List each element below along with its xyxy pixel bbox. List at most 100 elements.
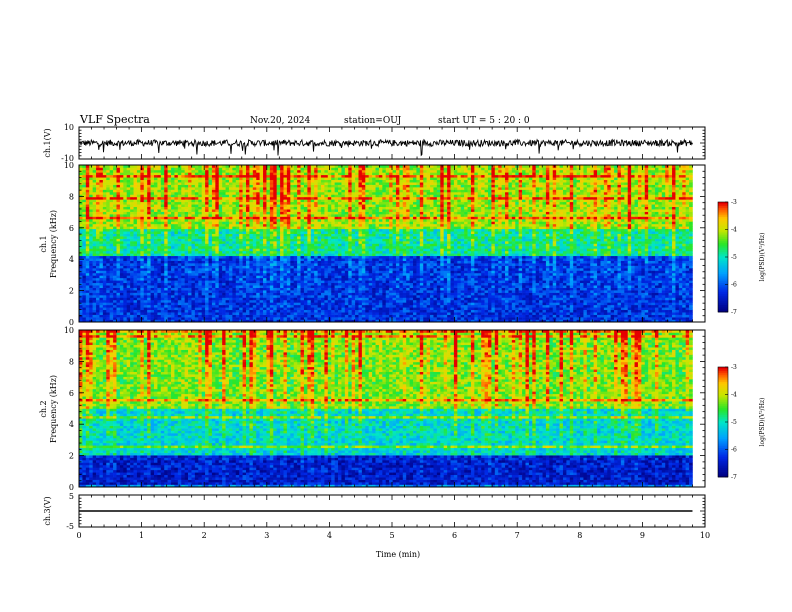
heat-cell — [419, 282, 424, 286]
heat-cell — [314, 268, 318, 271]
heat-cell — [508, 285, 513, 288]
heat-cell — [661, 299, 666, 303]
heat-cell — [474, 282, 479, 286]
heat-cell — [324, 317, 329, 320]
heat-cell — [283, 272, 288, 276]
heat-cell — [672, 268, 676, 271]
heat-cell — [552, 272, 557, 276]
heat-cell — [355, 280, 359, 284]
heat-cell — [525, 309, 530, 313]
heat-cell — [150, 277, 155, 281]
heat-cell — [487, 277, 492, 281]
heat-cell — [580, 299, 584, 303]
heat-cell — [477, 304, 482, 308]
heat-cell — [590, 304, 594, 308]
heat-cell — [133, 292, 138, 296]
heat-cell — [273, 263, 277, 266]
heat-cell — [136, 317, 141, 320]
heat-cell — [355, 277, 359, 281]
heat-cell — [276, 297, 281, 301]
heat-cell — [239, 258, 243, 261]
heat-cell — [102, 268, 107, 271]
heat-cell — [341, 295, 346, 298]
heat-cell — [620, 258, 625, 261]
heat-cell — [334, 277, 339, 281]
heat-cell — [228, 299, 233, 303]
heat-cell — [392, 295, 397, 298]
heat-cell — [167, 307, 172, 311]
heat-cell — [457, 317, 462, 320]
heat-cell — [222, 275, 226, 279]
heat-cell — [658, 258, 663, 261]
heat-cell — [249, 290, 254, 293]
heat-cell — [545, 268, 550, 271]
heat-cell — [413, 272, 417, 276]
heat-cell — [164, 312, 168, 315]
heat-cell — [406, 272, 410, 276]
heat-cell — [654, 280, 659, 284]
heat-cell — [365, 272, 369, 276]
heat-cell — [338, 280, 342, 284]
heat-cell — [430, 275, 434, 279]
heat-cell — [378, 287, 383, 291]
heat-cell — [600, 290, 605, 293]
heat-cell — [286, 255, 291, 259]
heat-cell — [559, 258, 564, 261]
heat-cell — [157, 255, 162, 259]
heat-cell — [569, 302, 574, 306]
heat-cell — [201, 290, 206, 293]
heat-cell — [447, 280, 451, 284]
heat-cell — [515, 295, 519, 298]
heat-cell — [450, 280, 455, 284]
heat-cell — [269, 287, 274, 291]
heat-cell — [283, 258, 288, 261]
heat-cell — [334, 299, 339, 303]
heat-cell — [494, 275, 499, 279]
heat-cell — [637, 270, 642, 274]
heat-cell — [361, 280, 366, 284]
heat-cell — [419, 260, 424, 264]
heat-cell — [239, 270, 243, 274]
heat-cell — [661, 319, 666, 323]
heat-cell — [235, 290, 240, 293]
heat-cell — [470, 268, 475, 271]
heat-cell — [280, 304, 284, 308]
heat-cell — [368, 319, 373, 323]
heat-cell — [573, 304, 577, 308]
heat-cell — [191, 319, 196, 323]
heat-cell — [658, 287, 663, 291]
heat-cell — [259, 302, 264, 306]
heat-cell — [399, 265, 404, 269]
heat-cell — [263, 287, 267, 291]
heat-cell — [338, 309, 342, 313]
heat-cell — [361, 287, 366, 291]
heat-cell — [205, 275, 209, 279]
heat-cell — [620, 277, 625, 281]
heat-cell — [627, 258, 632, 261]
heat-cell — [576, 317, 581, 320]
heat-cell — [102, 270, 107, 274]
heat-cell — [320, 282, 325, 286]
heat-cell — [413, 309, 417, 313]
heat-cell — [256, 314, 260, 318]
heat-cell — [675, 277, 680, 281]
heat-cell — [409, 307, 414, 311]
heat-cell — [331, 285, 335, 288]
heat-cell — [246, 275, 250, 279]
heat-cell — [273, 258, 277, 261]
heat-cell — [566, 309, 571, 313]
heat-cell — [324, 255, 329, 259]
heat-cell — [167, 317, 172, 320]
heat-cell — [256, 304, 260, 308]
heat-cell — [637, 307, 642, 311]
heat-cell — [573, 309, 577, 313]
heat-cell — [614, 270, 618, 274]
heat-cell — [661, 290, 666, 293]
heat-cell — [143, 319, 148, 323]
heat-cell — [634, 317, 639, 320]
heat-cell — [648, 319, 652, 323]
heat-cell — [487, 272, 492, 276]
heat-cell — [430, 319, 434, 323]
heat-cell — [634, 309, 639, 313]
heat-cell — [552, 260, 557, 264]
